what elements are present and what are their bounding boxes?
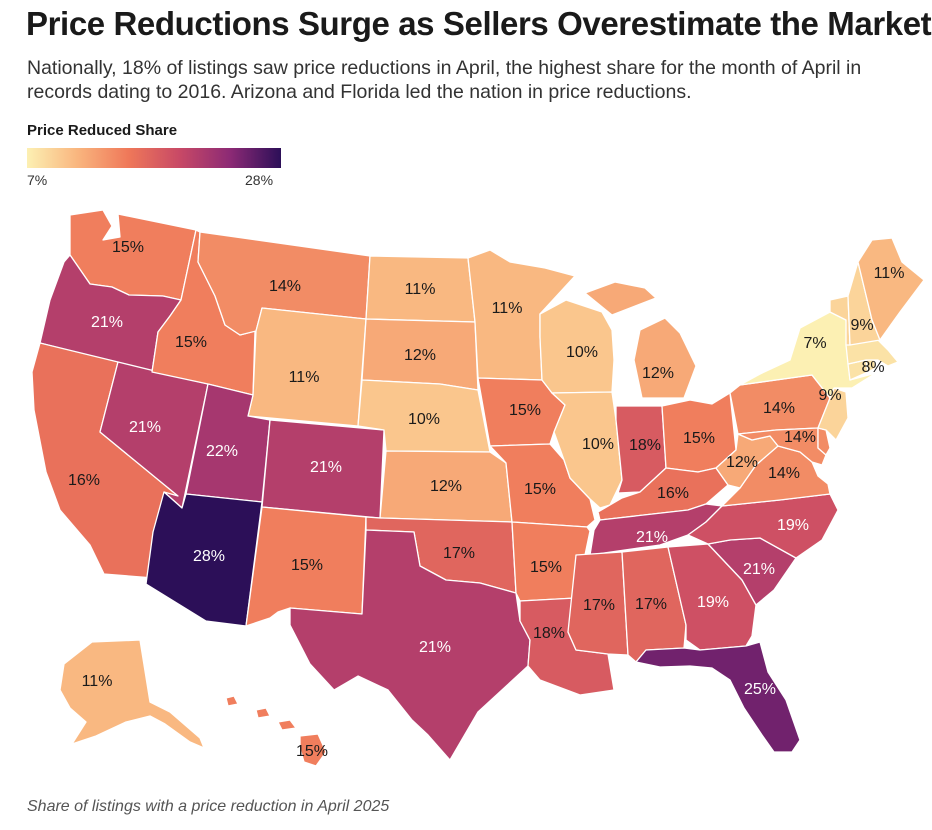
state-label-WA: 15% — [112, 239, 144, 256]
state-ME[interactable] — [857, 237, 925, 341]
state-label-NM: 15% — [291, 557, 323, 574]
state-label-NE: 10% — [408, 411, 440, 428]
state-label-NV: 21% — [129, 419, 161, 436]
labels-layer: 15% 21% 16% 21% 15% 14% 11% 22% 28% 21% … — [68, 239, 904, 760]
state-label-AK: 11% — [82, 673, 113, 690]
state-label-IA: 15% — [509, 402, 541, 419]
state-label-IL: 10% — [582, 436, 614, 453]
state-label-AR: 15% — [530, 559, 562, 576]
state-label-ID: 15% — [175, 334, 207, 351]
state-MA[interactable] — [845, 339, 899, 367]
state-label-KY: 16% — [657, 485, 689, 502]
state-IL[interactable] — [551, 391, 623, 509]
legend-max-label: 28% — [245, 172, 274, 188]
chart-title: Price Reductions Surge as Sellers Overes… — [26, 5, 932, 42]
state-WI[interactable] — [539, 299, 615, 394]
state-label-AZ: 28% — [193, 548, 225, 565]
state-label-HI: 15% — [296, 743, 328, 760]
state-label-GA: 19% — [697, 594, 729, 611]
state-label-OK: 17% — [443, 545, 475, 562]
state-TX[interactable] — [289, 529, 531, 761]
legend-title: Price Reduced Share — [27, 122, 178, 139]
state-label-IN: 18% — [629, 437, 661, 454]
state-label-CO: 21% — [310, 459, 342, 476]
state-label-WI: 10% — [566, 344, 598, 361]
state-label-FL: 25% — [744, 681, 776, 698]
state-MO[interactable] — [489, 443, 596, 528]
state-label-OR: 21% — [91, 314, 123, 331]
chart-subtitle: Nationally, 18% of listings saw price re… — [27, 57, 862, 103]
state-label-LA: 18% — [533, 625, 565, 642]
state-label-NC: 19% — [777, 517, 809, 534]
state-AK[interactable] — [59, 639, 205, 749]
state-FL[interactable] — [635, 641, 801, 753]
state-label-SC: 21% — [743, 561, 775, 578]
state-label-SD: 12% — [404, 347, 436, 364]
state-label-TN: 21% — [636, 529, 668, 546]
state-label-NJ: 9% — [818, 387, 841, 404]
state-label-PA: 14% — [763, 400, 795, 417]
footnote: Share of listings with a price reduction… — [27, 798, 390, 815]
legend-color-bar — [27, 148, 281, 168]
state-label-ND: 11% — [405, 281, 436, 298]
state-label-MS: 17% — [583, 597, 615, 614]
state-label-TX: 21% — [419, 639, 451, 656]
state-label-MI: 12% — [642, 365, 674, 382]
state-label-MD: 14% — [784, 429, 816, 446]
state-label-AL: 17% — [635, 596, 667, 613]
state-label-UT: 22% — [206, 443, 238, 460]
state-NJ[interactable] — [817, 387, 849, 441]
state-label-WY: 11% — [289, 369, 320, 386]
state-label-MN: 11% — [492, 300, 523, 317]
state-label-ME: 11% — [874, 265, 905, 282]
state-label-WV: 12% — [726, 454, 758, 471]
state-label-MO: 15% — [524, 481, 556, 498]
state-label-CA: 16% — [68, 472, 100, 489]
state-label-OH: 15% — [683, 430, 715, 447]
state-HI[interactable] — [225, 695, 327, 767]
state-label-NH: 9% — [850, 317, 873, 334]
state-label-MA: 8% — [861, 359, 884, 376]
state-label-KS: 12% — [430, 478, 462, 495]
states-layer — [31, 209, 925, 767]
state-MI[interactable] — [584, 281, 697, 399]
state-label-VA: 14% — [768, 465, 800, 482]
state-WY[interactable] — [247, 307, 367, 427]
state-label-NY: 7% — [803, 335, 826, 352]
state-label-MT: 14% — [269, 278, 301, 295]
legend-min-label: 7% — [27, 172, 48, 188]
state-MD[interactable] — [737, 427, 827, 466]
